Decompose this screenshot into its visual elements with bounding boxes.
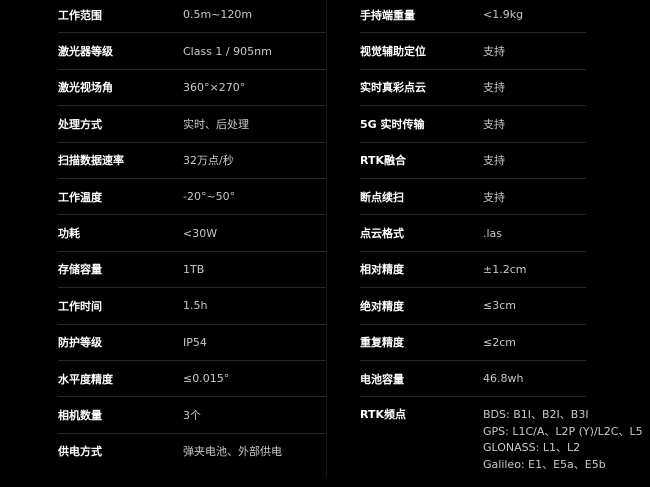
spec-label: 处理方式: [58, 117, 102, 131]
spec-label: 实时真彩点云: [360, 81, 426, 95]
spec-value: 支持: [483, 81, 505, 95]
spec-label: 工作范围: [58, 8, 102, 22]
spec-value: 360°×270°: [183, 80, 246, 94]
spec-row: 相机数量 3个: [58, 397, 326, 434]
rtk-line: BDS: B1I、B2I、B3I: [483, 408, 589, 422]
spec-row: 存储容量 1TB: [58, 252, 326, 289]
rtk-line: GPS: L1C/A、L2P (Y)/L2C、L5: [483, 424, 643, 438]
spec-row: 相对精度 ±1.2cm: [360, 252, 586, 289]
spec-label: 存储容量: [58, 263, 102, 277]
spec-value: 0.5m~120m: [183, 8, 253, 22]
spec-row: 手持端重量 <1.9kg: [360, 0, 586, 34]
spec-row: 工作时间 1.5h: [58, 288, 326, 325]
spec-value: ≤0.015°: [183, 372, 230, 386]
spec-label: 供电方式: [58, 445, 102, 459]
spec-value: 支持: [483, 117, 505, 131]
spec-label: 功耗: [58, 227, 80, 241]
spec-label: 相对精度: [360, 263, 404, 277]
spec-table-right: 手持端重量 <1.9kg 视觉辅助定位 支持 实时真彩点云 支持 5G 实时传输 支持 RTK融…: [360, 0, 643, 487]
spec-row: 供电方式 弹夹电池、外部供电: [58, 434, 326, 469]
spec-value: 支持: [483, 190, 505, 204]
spec-label: 激光器等级: [58, 45, 113, 59]
spec-label: 重复精度: [360, 336, 404, 350]
spec-row: RTK融合 支持: [360, 143, 586, 179]
spec-label: 防护等级: [58, 336, 102, 350]
spec-row: 工作温度 -20°~50°: [58, 179, 326, 216]
spec-label: RTK频点: [360, 408, 407, 422]
spec-label: 水平度精度: [58, 372, 113, 386]
spec-value: 1TB: [183, 262, 205, 276]
spec-label: RTK融合: [360, 154, 407, 168]
spec-row: 断点续扫 支持: [360, 179, 586, 216]
spec-value: BDS: B1I、B2I、B3I GPS: L1C/A、L2P (Y)/L2C、…: [483, 407, 643, 473]
spec-row: 工作范围 0.5m~120m: [58, 0, 326, 34]
spec-value: Class 1 / 905nm: [183, 44, 272, 58]
spec-row: 功耗 <30W: [58, 215, 326, 252]
spec-label: 激光视场角: [58, 81, 113, 95]
spec-value: ≤2cm: [483, 335, 516, 349]
spec-value: 3个: [183, 408, 201, 422]
spec-value: 实时、后处理: [183, 117, 249, 131]
spec-value: 32万点/秒: [183, 154, 234, 168]
spec-label: 断点续扫: [360, 190, 404, 204]
spec-value: 弹夹电池、外部供电: [183, 445, 282, 459]
spec-label: 工作时间: [58, 299, 102, 313]
spec-label: 相机数量: [58, 408, 102, 422]
spec-label: 5G 实时传输: [360, 117, 425, 131]
spec-row: 电池容量 46.8wh: [360, 361, 586, 398]
rtk-line: Galileo: E1、E5a、E5b: [483, 457, 606, 471]
spec-value: <30W: [183, 226, 218, 240]
rtk-line: GLONASS: L1、L2: [483, 441, 581, 455]
spec-table-left: 工作范围 0.5m~120m 激光器等级 Class 1 / 905nm 激光视场角 36…: [58, 0, 327, 477]
spec-label: 绝对精度: [360, 299, 404, 313]
spec-row: 视觉辅助定位 支持: [360, 33, 586, 70]
spec-value: 46.8wh: [483, 372, 524, 386]
spec-row: 绝对精度 ≤3cm: [360, 288, 586, 325]
spec-label: 视觉辅助定位: [360, 45, 426, 59]
spec-row-rtk-frequency: RTK频点 BDS: B1I、B2I、B3I GPS: L1C/A、L2P (Y…: [360, 397, 643, 487]
spec-value: <1.9kg: [483, 8, 524, 22]
spec-value: IP54: [183, 335, 207, 349]
spec-row: 点云格式 .las: [360, 215, 586, 252]
spec-label: 电池容量: [360, 372, 404, 386]
spec-value: 1.5h: [183, 299, 208, 313]
spec-label: 扫描数据速率: [58, 154, 124, 168]
spec-value: ≤3cm: [483, 299, 516, 313]
spec-label: 点云格式: [360, 227, 404, 241]
spec-row: 重复精度 ≤2cm: [360, 325, 586, 361]
spec-row: 防护等级 IP54: [58, 325, 326, 361]
spec-row: 实时真彩点云 支持: [360, 70, 586, 107]
spec-label: 手持端重量: [360, 8, 415, 22]
spec-value: ±1.2cm: [483, 262, 527, 276]
spec-row: 激光视场角 360°×270°: [58, 70, 326, 107]
spec-value: 支持: [483, 45, 505, 59]
spec-row: 激光器等级 Class 1 / 905nm: [58, 33, 326, 70]
spec-row: 处理方式 实时、后处理: [58, 106, 326, 143]
spec-value: -20°~50°: [183, 190, 236, 204]
spec-row: 扫描数据速率 32万点/秒: [58, 143, 326, 179]
spec-value: 支持: [483, 154, 505, 168]
spec-label: 工作温度: [58, 190, 102, 204]
spec-row: 水平度精度 ≤0.015°: [58, 361, 326, 398]
spec-value: .las: [483, 226, 503, 240]
spec-row: 5G 实时传输 支持: [360, 106, 586, 143]
